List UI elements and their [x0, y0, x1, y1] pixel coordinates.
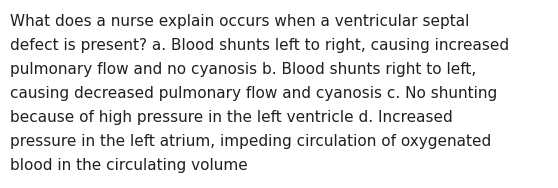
- Text: What does a nurse explain occurs when a ventricular septal: What does a nurse explain occurs when a …: [10, 14, 469, 29]
- Text: blood in the circulating volume: blood in the circulating volume: [10, 158, 248, 173]
- Text: defect is present? a. Blood shunts left to right, causing increased: defect is present? a. Blood shunts left …: [10, 38, 509, 53]
- Text: causing decreased pulmonary flow and cyanosis c. No shunting: causing decreased pulmonary flow and cya…: [10, 86, 497, 101]
- Text: because of high pressure in the left ventricle d. Increased: because of high pressure in the left ven…: [10, 110, 453, 125]
- Text: pulmonary flow and no cyanosis b. Blood shunts right to left,: pulmonary flow and no cyanosis b. Blood …: [10, 62, 476, 77]
- Text: pressure in the left atrium, impeding circulation of oxygenated: pressure in the left atrium, impeding ci…: [10, 134, 491, 149]
